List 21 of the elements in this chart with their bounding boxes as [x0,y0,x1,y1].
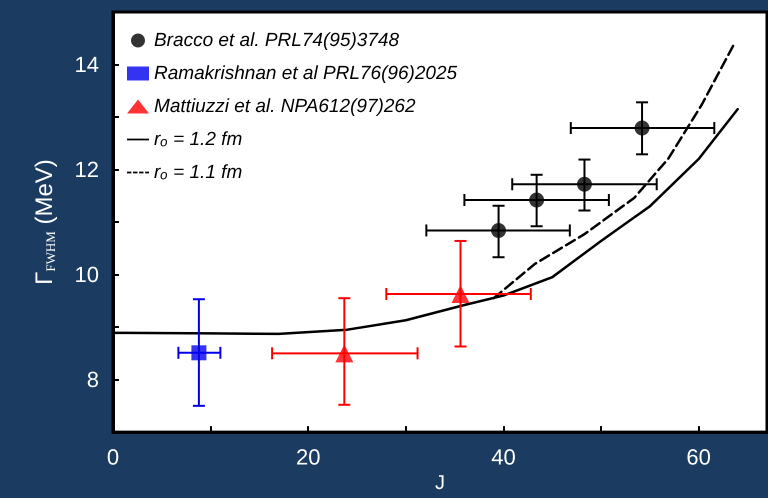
y-tick-label: 10 [74,262,99,288]
point [529,192,544,208]
legend-label: Bracco et al. PRL74(95)3748 [154,30,400,51]
point [634,120,650,136]
point [576,176,592,192]
legend-label: rₒ = 1.2 fm [154,129,242,150]
point [491,222,506,238]
x-tick-label: 20 [296,444,320,470]
x-tick-label: 0 [106,444,120,470]
y-tick-label: 8 [86,367,99,392]
x-tick-label: 60 [686,444,711,470]
legend-label: Mattiuzzi et al. NPA612(97)262 [154,96,416,117]
point [335,344,354,362]
legend-label: rₒ = 1.1 fm [154,162,242,183]
x-tick-label: 40 [491,444,516,470]
point [191,345,206,360]
y-tick-label: 14 [74,52,99,78]
x-axis-title: J [435,472,445,494]
legend-label: Ramakrishnan et al PRL76(96)2025 [154,63,458,84]
y-axis-title: ΓFWHM (MeV) [31,159,58,285]
y-tick-label: 12 [74,157,99,182]
